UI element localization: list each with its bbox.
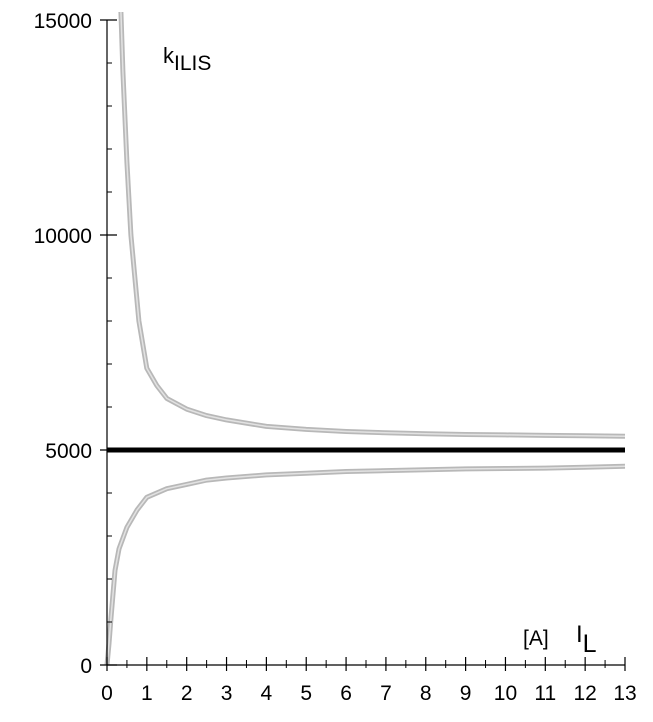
x-tick-label: 13 — [613, 682, 636, 705]
x-tick-label: 9 — [460, 682, 472, 705]
x-axis-title: IL — [576, 621, 597, 658]
x-axis-title-sub: L — [583, 630, 597, 658]
x-tick-label: 12 — [573, 682, 596, 705]
x-tick-label: 8 — [420, 682, 432, 705]
series-line-upper-bound — [118, 12, 626, 439]
x-tick-label: 11 — [534, 682, 556, 705]
x-axis-unit: [A] — [523, 627, 549, 650]
y-tick-label: 5000 — [45, 440, 92, 463]
axes — [106, 20, 625, 666]
series-line-lower-bound-highlight — [106, 465, 626, 665]
x-tick-label: 2 — [181, 682, 193, 705]
x-tick-label: 7 — [380, 682, 392, 705]
x-tick-label: 1 — [141, 682, 153, 705]
x-tick-label: 0 — [101, 682, 113, 705]
x-tick-label: 3 — [221, 682, 233, 705]
series-line-upper-bound-highlight — [120, 12, 626, 437]
y-axis-title: kILIS — [163, 43, 211, 75]
y-axis-title-main: k — [163, 43, 175, 68]
y-tick-label: 15000 — [34, 10, 92, 33]
ticks — [100, 19, 626, 671]
y-axis-title-sub: ILIS — [174, 52, 211, 75]
x-tick-label: 5 — [300, 682, 312, 705]
y-tick-label: 0 — [80, 655, 92, 678]
x-axis-title-main: I — [576, 621, 583, 648]
x-tick-label: 4 — [261, 682, 273, 705]
x-tick-label: 10 — [494, 682, 517, 705]
y-tick-label: 10000 — [34, 225, 92, 248]
x-tick-label: 6 — [340, 682, 352, 705]
plot-lines — [104, 12, 626, 665]
